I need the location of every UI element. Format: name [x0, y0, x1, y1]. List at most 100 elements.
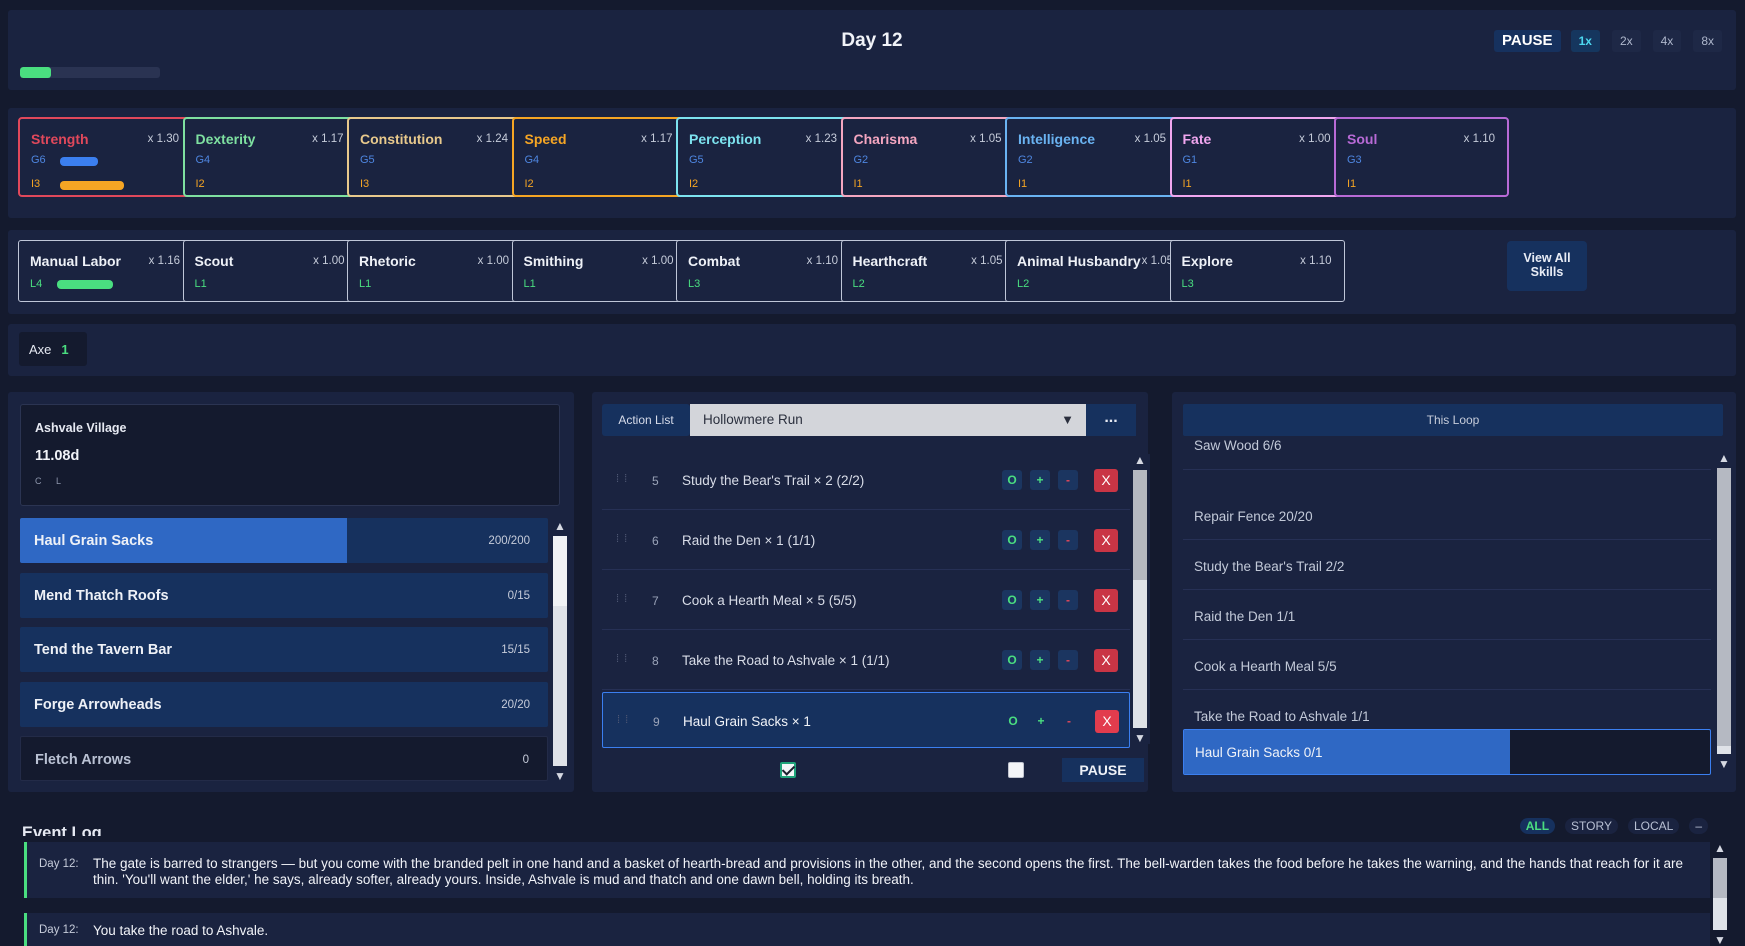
row-options-button[interactable]: O [1008, 714, 1018, 728]
loop-item-text: Raid the Den 1/1 [1194, 609, 1296, 624]
row-options-button[interactable]: O [1002, 650, 1022, 670]
location-action[interactable]: Fletch Arrows 0 [20, 736, 548, 781]
log-filter-collapse[interactable]: – [1689, 818, 1708, 834]
drag-handle-icon[interactable]: ⁞ ⁞ [616, 653, 629, 665]
row-options-button[interactable]: O [1002, 470, 1022, 490]
log-filter-all[interactable]: ALL [1519, 818, 1556, 834]
drag-handle-icon[interactable]: ⁞ ⁞ [616, 533, 629, 545]
row-remove-button[interactable]: X [1094, 649, 1118, 672]
stat-card-strength[interactable]: Strength x 1.30 G6 I3 [18, 117, 193, 197]
location-action[interactable]: Forge Arrowheads 20/20 [20, 681, 548, 727]
stat-card-speed[interactable]: Speed x 1.17 G4 I2 [511, 117, 687, 197]
stat-name: Intelligence [1018, 131, 1096, 147]
action-list-scrollbar[interactable]: ▲ ▼ [1130, 454, 1150, 744]
skill-card-rhetoric[interactable]: Rhetoric x 1.00 L1 [347, 240, 522, 302]
scroll-down-icon[interactable]: ▼ [1134, 731, 1146, 745]
row-increment-button[interactable]: + [1030, 470, 1050, 490]
row-options-button[interactable]: O [1002, 590, 1022, 610]
log-scrollbar[interactable]: ▲ ▼ [1710, 842, 1730, 946]
skill-card-manual-labor[interactable]: Manual Labor x 1.16 L4 [18, 240, 193, 302]
stat-card-constitution[interactable]: Constitution x 1.24 G5 I3 [347, 117, 522, 197]
action-list-row[interactable]: ⁞ ⁞ 9 Haul Grain Sacks × 1 O + - X [602, 692, 1130, 748]
scroll-down-icon[interactable]: ▼ [554, 769, 566, 783]
log-filter-local[interactable]: LOCAL [1627, 818, 1680, 834]
stat-card-perception[interactable]: Perception x 1.23 G5 I2 [676, 117, 851, 197]
skill-card-hearthcraft[interactable]: Hearthcraft x 1.05 L2 [840, 240, 1016, 302]
row-increment-button[interactable]: + [1030, 590, 1050, 610]
speed-4x-button[interactable]: 4x [1652, 30, 1682, 52]
skill-card-scout[interactable]: Scout x 1.00 L1 [182, 240, 358, 302]
stat-card-charisma[interactable]: Charisma x 1.05 G2 I1 [840, 117, 1016, 197]
location-scrollbar[interactable]: ▲ ▼ [550, 520, 570, 782]
speed-8x-button[interactable]: 8x [1693, 30, 1722, 52]
action-list-label: Action List [602, 404, 690, 436]
action-progress-fill [20, 518, 348, 563]
loop-scrollbar[interactable]: ▲ ▼ [1714, 452, 1734, 770]
action-list-row[interactable]: ⁞ ⁞ 8 Take the Road to Ashvale × 1 (1/1) O +… [602, 632, 1130, 690]
tool-axe[interactable]: Axe 1 [19, 332, 87, 366]
row-decrement-button[interactable]: - [1058, 470, 1078, 490]
row-remove-button[interactable]: X [1094, 529, 1118, 552]
drag-handle-icon[interactable]: ⁞ ⁞ [616, 473, 629, 485]
action-list-row[interactable]: ⁞ ⁞ 7 Cook a Hearth Meal × 5 (5/5) O + - X [602, 572, 1130, 630]
row-remove-button[interactable]: X [1095, 710, 1119, 733]
row-decrement-button[interactable]: - [1058, 590, 1078, 610]
scroll-up-icon[interactable]: ▲ [554, 519, 566, 533]
stat-card-fate[interactable]: Fate x 1.00 G1 I1 [1169, 117, 1345, 197]
row-remove-button[interactable]: X [1094, 469, 1118, 492]
skill-level: L2 [1017, 278, 1030, 290]
stat-multiplier: x 1.17 [641, 133, 673, 145]
stat-card-dexterity[interactable]: Dexterity x 1.17 G4 I2 [182, 117, 358, 197]
action-count: 15/15 [501, 644, 530, 656]
scroll-up-icon[interactable]: ▲ [1718, 451, 1730, 465]
row-options-button[interactable]: O [1002, 530, 1022, 550]
view-all-skills-button[interactable]: View All Skills [1507, 241, 1587, 291]
drag-handle-icon[interactable]: ⁞ ⁞ [616, 593, 629, 605]
action-list-row[interactable]: ⁞ ⁞ 6 Raid the Den × 1 (1/1) O + - X [602, 512, 1130, 570]
log-filter-story[interactable]: STORY [1565, 818, 1618, 834]
action-list-pause-button[interactable]: PAUSE [1062, 758, 1144, 782]
skill-card-smithing[interactable]: Smithing x 1.00 L1 [511, 240, 687, 302]
location-action[interactable]: Haul Grain Sacks 200/200 [20, 518, 548, 563]
log-entry: Day 12: You take the road to Ashvale. [24, 913, 1714, 946]
skill-card-combat[interactable]: Combat x 1.10 L3 [676, 240, 851, 302]
row-increment-button[interactable]: + [1030, 530, 1050, 550]
scroll-down-icon[interactable]: ▼ [1714, 933, 1726, 946]
speed-2x-button[interactable]: 2x [1611, 30, 1641, 52]
row-remove-button[interactable]: X [1094, 589, 1118, 612]
stat-multiplier: x 1.23 [805, 133, 837, 145]
skill-card-explore[interactable]: Explore x 1.10 L3 [1169, 240, 1345, 302]
location-action[interactable]: Tend the Tavern Bar 15/15 [20, 627, 548, 672]
stat-innate-level: I1 [1347, 178, 1357, 190]
drag-handle-icon[interactable]: ⁞ ⁞ [617, 714, 630, 726]
action-list-more-button[interactable]: ... [1086, 404, 1136, 436]
stat-gain-level: G1 [1182, 154, 1198, 166]
stat-card-intelligence[interactable]: Intelligence x 1.05 G2 I1 [1005, 117, 1180, 197]
scroll-down-icon[interactable]: ▼ [1718, 757, 1730, 771]
skill-multiplier: x 1.05 [1141, 255, 1173, 267]
skill-multiplier: x 1.10 [1300, 255, 1332, 267]
skill-name: Smithing [523, 253, 584, 269]
stat-innate-level: I3 [360, 178, 370, 190]
action-list-row[interactable]: ⁞ ⁞ 5 Study the Bear's Trail × 2 (2/2) O + - X [602, 452, 1130, 510]
scroll-up-icon[interactable]: ▲ [1134, 453, 1146, 467]
row-decrement-button[interactable]: - [1058, 530, 1078, 550]
repeat-checkbox[interactable] [1008, 762, 1024, 778]
row-decrement-button[interactable]: - [1058, 650, 1078, 670]
speed-1x-button[interactable]: 1x [1570, 30, 1600, 52]
log-entry: Day 12: The gate is barred to strangers … [24, 842, 1714, 898]
row-text: Raid the Den × 1 (1/1) [682, 533, 816, 548]
skill-card-animal-husbandry[interactable]: Animal Husbandry x 1.05 L2 [1005, 240, 1180, 302]
pause-button[interactable]: PAUSE [1494, 30, 1561, 52]
scroll-up-icon[interactable]: ▲ [1714, 841, 1726, 855]
row-decrement-button[interactable]: - [1067, 714, 1071, 728]
loop-item-current: Haul Grain Sacks 0/1 [1183, 729, 1711, 775]
stat-card-soul[interactable]: Soul x 1.10 G3 I1 [1334, 117, 1509, 197]
skill-name: Scout [194, 253, 234, 269]
row-increment-button[interactable]: + [1030, 650, 1050, 670]
stat-gain-level: G5 [360, 154, 375, 166]
row-increment-button[interactable]: + [1037, 714, 1045, 728]
auto-start-checkbox[interactable] [780, 762, 796, 778]
location-action[interactable]: Mend Thatch Roofs 0/15 [20, 572, 548, 618]
action-list-select[interactable]: Hollowmere Run ▼ [690, 404, 1086, 436]
